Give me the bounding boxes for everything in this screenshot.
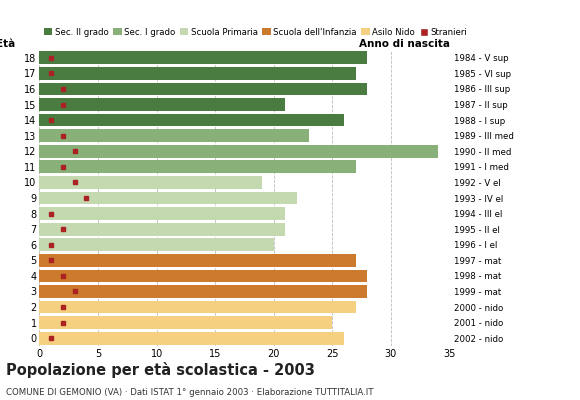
Bar <box>39 52 368 64</box>
Bar <box>39 238 274 251</box>
Bar <box>39 207 285 220</box>
Text: Popolazione per età scolastica - 2003: Popolazione per età scolastica - 2003 <box>6 362 315 378</box>
Bar <box>39 98 285 111</box>
Bar <box>39 160 356 173</box>
Bar <box>39 285 368 298</box>
Bar <box>39 192 297 204</box>
Bar <box>39 129 309 142</box>
Bar <box>39 270 368 282</box>
Bar <box>39 82 368 95</box>
Bar <box>39 145 438 158</box>
Text: COMUNE DI GEMONIO (VA) · Dati ISTAT 1° gennaio 2003 · Elaborazione TUTTITALIA.IT: COMUNE DI GEMONIO (VA) · Dati ISTAT 1° g… <box>6 388 374 397</box>
Bar <box>39 67 356 80</box>
Legend: Sec. II grado, Sec. I grado, Scuola Primaria, Scuola dell'Infanzia, Asilo Nido, : Sec. II grado, Sec. I grado, Scuola Prim… <box>44 28 467 37</box>
Bar <box>39 301 356 314</box>
Bar <box>39 316 332 329</box>
Bar <box>39 223 285 236</box>
Bar <box>39 254 356 267</box>
Bar <box>39 332 344 344</box>
Bar <box>39 114 344 126</box>
Text: Età: Età <box>0 38 15 48</box>
Bar <box>39 176 262 189</box>
Text: Anno di nascita: Anno di nascita <box>358 38 450 48</box>
